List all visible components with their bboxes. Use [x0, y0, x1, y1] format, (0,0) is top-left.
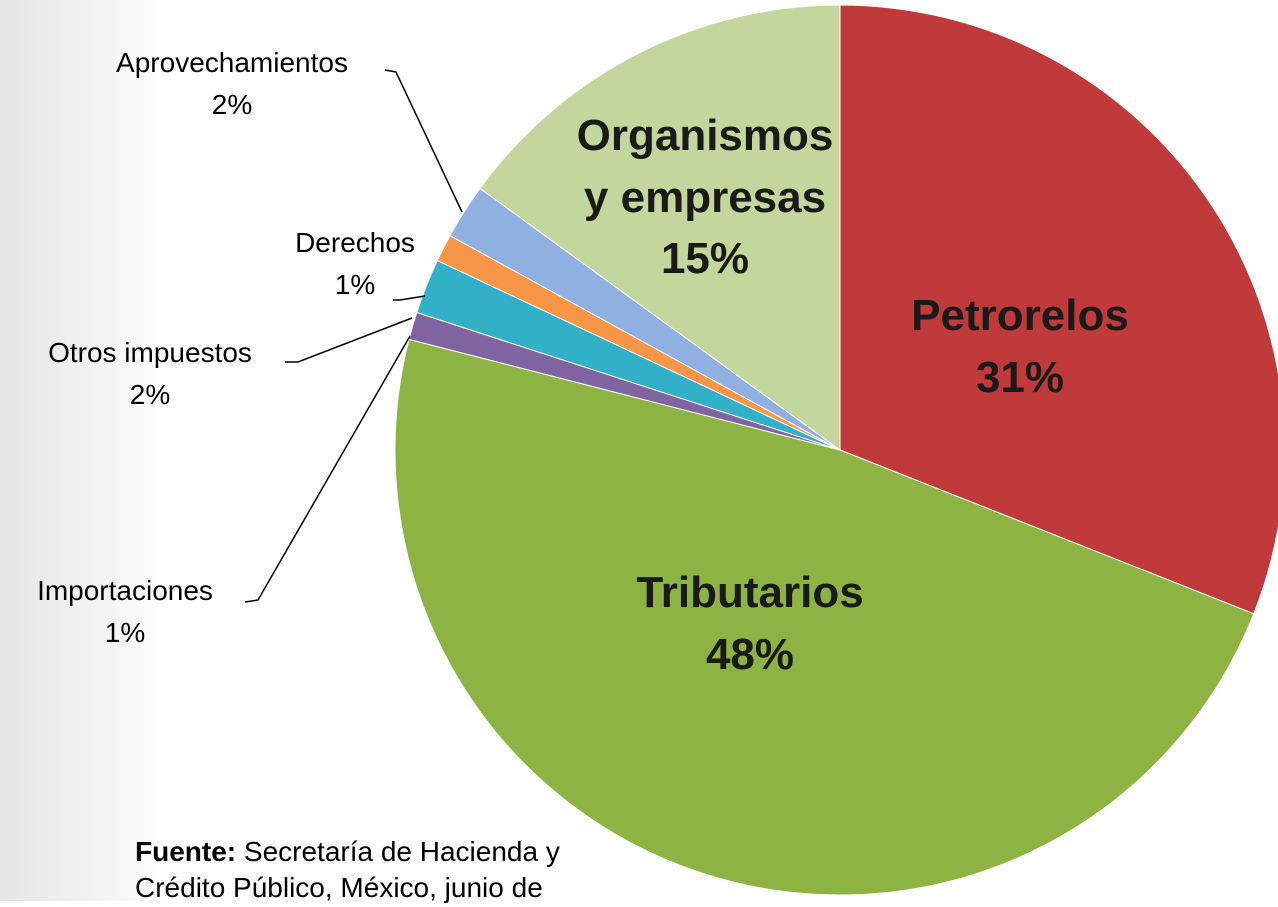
pie-slice: [839, 4, 1278, 615]
leader-line: [384, 69, 463, 213]
source-label: Fuente:: [135, 836, 237, 867]
category-name: Tributarios: [636, 568, 864, 617]
source-text: Secretaría de Hacienda y Crédito Público…: [135, 836, 560, 904]
slice-label: Derechos 1%: [295, 222, 415, 306]
pie-slice: [394, 338, 1255, 896]
category-name: Petrorelos: [911, 291, 1129, 340]
category-name: Aprovechamientos: [116, 47, 348, 78]
slice-label: Otros impuestos 2%: [48, 332, 252, 416]
category-name: Importaciones: [37, 575, 213, 606]
category-name: Derechos: [295, 227, 415, 258]
category-name: Organismos y empresas: [576, 111, 834, 222]
value-label: 1%: [104, 617, 146, 648]
leader-line: [393, 295, 426, 301]
slice-label: Importaciones 1%: [37, 570, 213, 654]
value-label: 31%: [975, 352, 1065, 402]
slice-label: Tributarios 48%: [590, 562, 910, 685]
leader-line: [285, 317, 413, 363]
category-name: Otros impuestos: [48, 337, 252, 368]
value-label: 2%: [129, 379, 171, 410]
background-decoration: [0, 0, 170, 901]
value-label: 2%: [211, 89, 253, 120]
source: Fuente: Secretaría de Hacienda y Crédito…: [135, 834, 615, 907]
pie-slice: [479, 4, 841, 451]
slice-label: Aprovechamientos 2%: [116, 42, 348, 126]
leader-line: [244, 335, 411, 603]
slice-label: Organismos y empresas 15%: [565, 105, 845, 290]
slice-label: Petrorelos 31%: [860, 285, 1180, 408]
value-label: 1%: [334, 269, 376, 300]
value-label: 15%: [660, 234, 750, 284]
value-label: 48%: [705, 629, 795, 679]
